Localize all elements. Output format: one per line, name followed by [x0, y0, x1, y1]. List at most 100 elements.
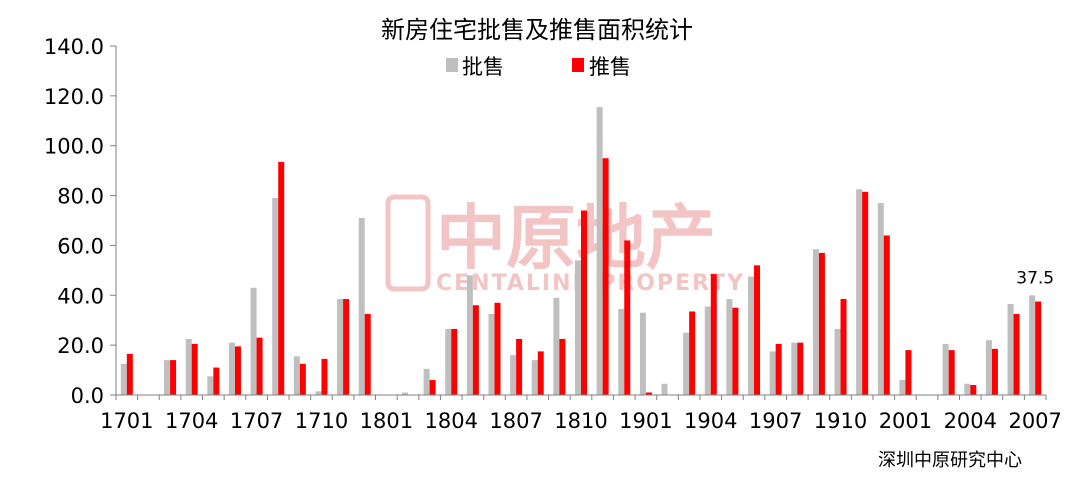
- bar-pishou-1807: [510, 355, 517, 395]
- x-tick-label: 2004: [944, 409, 997, 433]
- bar-tuishou-1808: [537, 351, 544, 396]
- bar-pishou-1906: [748, 276, 755, 395]
- x-tick-label: 1707: [230, 409, 283, 433]
- x-tick-label: 1901: [619, 409, 672, 433]
- legend-label-pishou: 批售: [462, 55, 504, 79]
- bar-pishou-2006: [1007, 304, 1014, 395]
- bar-tuishou-1705: [213, 367, 220, 395]
- bar-pishou-1812: [618, 309, 625, 395]
- source-note: 深圳中原研究中心: [878, 450, 1022, 471]
- bar-tuishou-1908: [797, 342, 804, 395]
- bar-tuishou-1812: [624, 240, 631, 395]
- y-tick-label: 80.0: [57, 185, 104, 209]
- bar-pishou-1701: [120, 363, 127, 395]
- bar-pishou-1901: [639, 312, 646, 395]
- bar-tuishou-1706: [234, 346, 241, 395]
- x-tick-label: 1710: [295, 409, 348, 433]
- watermark: 中原地产 CENTALINE PROPERTY: [385, 194, 745, 296]
- bar-tuishou-1810: [581, 210, 587, 395]
- bar-pishou-1809: [553, 297, 560, 395]
- bar-pishou-1703: [164, 360, 171, 395]
- bar-pishou-1708: [272, 198, 279, 395]
- bar-tuishou-1809: [559, 338, 566, 395]
- bar-tuishou-2005: [991, 348, 998, 395]
- bar-tuishou-1806: [494, 302, 501, 395]
- bar-pishou-1909: [812, 249, 819, 395]
- bar-pishou-1904: [704, 306, 711, 395]
- bar-pishou-2005: [985, 340, 992, 395]
- bar-tuishou-1911: [862, 191, 869, 395]
- bar-tuishou-1909: [818, 252, 825, 395]
- y-tick-label: 40.0: [57, 284, 104, 308]
- bar-tuishou-1707: [256, 337, 263, 395]
- bar-pishou-1709: [293, 356, 300, 395]
- data-labels: 37.5: [1016, 268, 1054, 288]
- bar-tuishou-1708: [278, 161, 285, 395]
- legend: 批售 推售: [446, 55, 631, 79]
- y-tick-label: 120.0: [44, 85, 104, 109]
- bar-pishou-1905: [726, 299, 733, 395]
- watermark-seal: [385, 194, 431, 292]
- bar-tuishou-2001: [905, 350, 912, 395]
- bar-pishou-2007: [1029, 295, 1036, 395]
- bar-pishou-1912: [877, 203, 884, 395]
- bar-tuishou-1703: [170, 360, 177, 395]
- bar-tuishou-1807: [516, 338, 523, 395]
- data-label: 37.5: [1016, 268, 1054, 288]
- bar-pishou-1712: [358, 218, 365, 395]
- bar-pishou-1711: [337, 299, 344, 395]
- bar-tuishou-2004: [970, 385, 977, 395]
- bar-tuishou-1712: [364, 313, 371, 395]
- x-tick-label: 1810: [554, 409, 607, 433]
- bar-pishou-1810: [575, 260, 581, 395]
- x-tick-label: 1801: [360, 409, 413, 433]
- bar-tuishou-1805: [472, 305, 479, 395]
- bar-tuishou-1709: [299, 363, 306, 395]
- bars: [120, 107, 1042, 396]
- bar-pishou-1707: [250, 287, 257, 395]
- bar-tuishou-1710: [321, 358, 328, 395]
- x-tick-label: 2007: [1008, 409, 1061, 433]
- bar-pishou-1903: [683, 332, 690, 395]
- bar-tuishou-1912: [883, 235, 890, 395]
- legend-swatch-pishou: [446, 58, 458, 72]
- bar-tuishou-1910: [840, 299, 847, 395]
- x-tick-label: 2001: [879, 409, 932, 433]
- bar-pishou-2004: [964, 383, 971, 395]
- bar-pishou-1910: [834, 328, 841, 395]
- chart-title: 新房住宅批售及推售面积统计: [381, 16, 693, 44]
- bar-pishou-2003: [942, 343, 949, 395]
- y-tick-label: 60.0: [57, 234, 104, 258]
- bar-pishou-1808: [531, 360, 538, 395]
- bar-tuishou-2003: [948, 350, 955, 395]
- x-axis: 1701 1704 1707 1710 1801 1804 1807 1810 1901 1904…: [100, 394, 1062, 433]
- bar-pishou-1710: [315, 391, 322, 395]
- watermark-text-en: CENTALINE PROPERTY: [436, 271, 745, 296]
- bar-tuishou-1905: [732, 307, 739, 395]
- bar-pishou-1706: [228, 342, 235, 395]
- bar-pishou-2001: [899, 380, 906, 395]
- x-tick-label: 1807: [489, 409, 542, 433]
- x-tick-label: 1910: [814, 409, 867, 433]
- bar-tuishou-1711: [343, 299, 350, 395]
- bar-tuishou-1907: [775, 343, 782, 395]
- bar-pishou-1804: [445, 328, 452, 395]
- bar-tuishou-1704: [191, 343, 198, 395]
- bar-pishou-1806: [488, 313, 495, 395]
- bar-tuishou-1903: [689, 311, 696, 395]
- y-tick-label: 0.0: [71, 384, 104, 408]
- y-tick-label: 100.0: [44, 135, 104, 159]
- bar-tuishou-1901: [645, 392, 652, 395]
- bar-pishou-1705: [207, 376, 214, 395]
- bar-pishou-1902: [661, 383, 668, 395]
- bar-tuishou-1904: [710, 274, 717, 395]
- y-tick-label: 20.0: [57, 334, 104, 358]
- bar-tuishou-1803: [429, 380, 436, 395]
- legend-swatch-tuishou: [572, 58, 584, 72]
- legend-label-tuishou: 推售: [589, 55, 631, 79]
- y-tick-label: 140.0: [44, 35, 104, 59]
- x-tick-label: 1704: [165, 409, 218, 433]
- bar-pishou-1803: [423, 368, 430, 395]
- bar-pishou-1908: [791, 342, 798, 395]
